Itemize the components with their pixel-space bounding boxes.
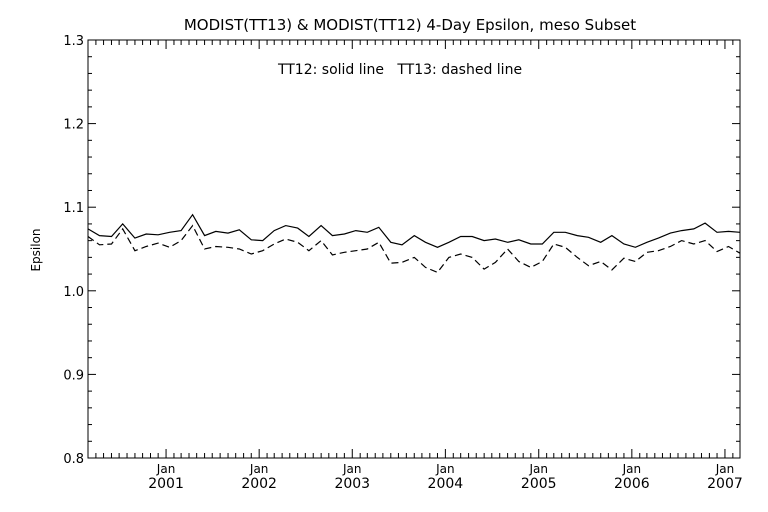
y-tick-label: 0.9 [63,368,84,383]
x-tick-month: Jan [156,462,176,476]
x-tick-month: Jan [715,462,735,476]
x-tick-year: 2007 [707,476,743,492]
x-tick-month: Jan [435,462,455,476]
y-tick-label: 1.3 [63,34,84,49]
x-tick-year: 2002 [241,476,277,492]
series-line-tt12 [87,213,741,248]
series-line-tt13 [87,224,741,274]
plot-frame [87,39,741,459]
chart-annotation: TT12: solid line TT13: dashed line [277,62,522,78]
y-tick-label: 0.8 [63,452,84,467]
x-tick-year: 2001 [148,476,184,492]
x-tick-year: 2006 [614,476,650,492]
y-axis-label: Epsilon [29,228,43,271]
x-tick-year: 2005 [521,476,557,492]
x-tick-year: 2004 [428,476,464,492]
x-tick-month: Jan [528,462,548,476]
x-tick-month: Jan [342,462,362,476]
series-group [87,213,741,274]
x-tick-month: Jan [249,462,269,476]
y-axis: 0.8 0.9 1.0 1.1 1.2 1.3 [63,34,740,467]
y-tick-label: 1.1 [63,201,84,216]
x-axis: Jan2001Jan2002Jan2003Jan2004Jan2005Jan20… [95,40,743,492]
y-tick-label: 1.2 [63,118,84,133]
y-tick-label: 1.0 [63,285,84,300]
x-tick-month: Jan [622,462,642,476]
x-tick-year: 2003 [334,476,370,492]
chart-title: MODIST(TT13) & MODIST(TT12) 4-Day Epsilo… [184,16,636,34]
